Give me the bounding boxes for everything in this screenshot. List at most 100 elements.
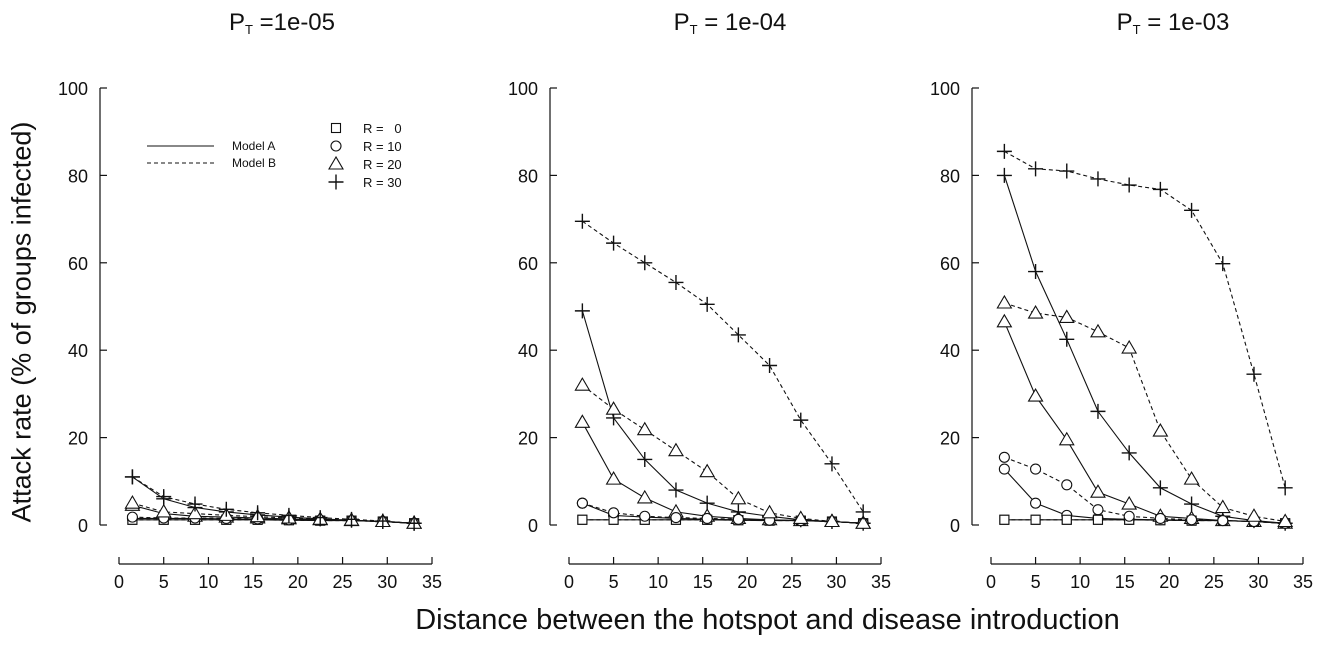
data-point-plus (574, 303, 590, 319)
panel-title-main: P (674, 9, 690, 36)
panel-title-value: =1e-05 (253, 9, 335, 36)
data-point-plus (699, 495, 715, 511)
data-point-plus (1215, 256, 1231, 272)
data-point-triangle (1090, 484, 1106, 498)
panel-title: PT =1e-05 (229, 9, 335, 37)
series-line-model-a-plus (132, 476, 415, 524)
legend-marker-square (330, 122, 342, 134)
data-point-plus (218, 501, 234, 517)
data-point-plus (855, 504, 871, 520)
y-tick-label: 20 (68, 429, 88, 449)
data-point-triangle (1027, 387, 1044, 402)
x-axis-label-container: Distance between the hotspot and disease… (0, 604, 1339, 637)
legend-marker-plus (328, 174, 344, 190)
data-point-circle (1030, 497, 1042, 509)
legend-line-label: Model A (232, 139, 275, 153)
y-tick-label: 20 (940, 429, 960, 449)
x-tick-label: 0 (986, 572, 996, 592)
data-point-circle (126, 511, 138, 523)
data-point-plus (637, 255, 653, 271)
data-point-triangle (1277, 513, 1294, 528)
data-point-plus (312, 510, 328, 526)
legend-marker-triangle (328, 155, 344, 170)
data-point-triangle (668, 442, 684, 457)
series-line-model-b-triangle (1004, 302, 1286, 523)
legend-marker-label: R = 20 (363, 157, 402, 172)
x-tick-label: 20 (1159, 572, 1179, 592)
data-point-plus (1152, 480, 1168, 496)
legend-marker-label: R = 0 (363, 121, 402, 136)
data-point-circle (639, 510, 651, 522)
y-tick-label: 60 (68, 254, 88, 274)
y-tick-label: 40 (68, 341, 88, 361)
series-line-model-b-circle (1004, 456, 1286, 524)
data-point-triangle (124, 495, 141, 509)
legend-marker-circle (330, 140, 342, 152)
data-point-plus (1028, 264, 1044, 280)
series-line-model-a-plus (581, 310, 864, 524)
y-tick-label: 0 (78, 516, 88, 536)
series-line-model-b-square (582, 519, 864, 524)
data-point-plus (1152, 181, 1168, 197)
panel-title: PT = 1e-03 (1117, 9, 1230, 37)
data-point-triangle (187, 505, 203, 520)
data-point-plus (1184, 202, 1200, 218)
series-line-model-b-triangle (132, 502, 415, 524)
x-tick-label: 35 (422, 572, 442, 592)
data-point-plus (699, 296, 715, 312)
y-axis-label-container: Attack rate (% of groups infected) (2, 0, 42, 645)
data-point-plus (1059, 331, 1075, 347)
series-line-model-b-circle (582, 502, 864, 524)
data-point-triangle (1152, 422, 1169, 437)
data-point-triangle (636, 421, 653, 436)
panel-title-value: = 1e-03 (1141, 9, 1230, 36)
x-tick-label: 5 (1031, 572, 1041, 592)
y-tick-label: 20 (518, 429, 538, 449)
data-point-circle (1186, 514, 1198, 526)
data-point-plus (1184, 496, 1200, 512)
data-point-circle (732, 513, 744, 525)
data-point-circle (1123, 510, 1135, 522)
data-point-square (577, 514, 588, 525)
data-point-triangle (1058, 309, 1075, 323)
x-tick-label: 20 (737, 572, 757, 592)
data-point-square (999, 514, 1010, 525)
x-tick-label: 25 (1204, 572, 1224, 592)
data-point-triangle (155, 503, 172, 518)
y-tick-label: 0 (528, 516, 538, 536)
data-point-plus (281, 507, 297, 523)
x-tick-label: 15 (243, 572, 263, 592)
x-tick-label: 15 (1115, 572, 1135, 592)
data-point-triangle (730, 490, 747, 505)
data-point-plus (637, 451, 653, 467)
data-point-triangle (1246, 508, 1262, 522)
data-point-plus (1277, 480, 1293, 496)
x-tick-label: 0 (114, 572, 124, 592)
y-tick-label: 80 (940, 166, 960, 186)
y-tick-label: 80 (518, 166, 538, 186)
x-tick-label: 25 (333, 572, 353, 592)
data-point-plus (250, 505, 266, 521)
data-point-circle (701, 512, 713, 524)
data-point-triangle (996, 294, 1013, 309)
panel-title: PT = 1e-04 (674, 9, 787, 37)
x-tick-label: 25 (782, 572, 802, 592)
data-point-plus (1246, 366, 1262, 382)
panel-title-subscript: T (245, 22, 253, 37)
data-point-plus (730, 327, 746, 343)
x-tick-label: 35 (1293, 572, 1313, 592)
data-point-triangle (574, 414, 591, 428)
data-point-triangle (605, 471, 622, 485)
series-line-model-a-triangle (581, 422, 864, 524)
series-line-model-a-plus (1003, 175, 1286, 524)
data-point-circle (998, 451, 1010, 463)
x-tick-label: 10 (1070, 572, 1090, 592)
data-point-plus (1090, 403, 1106, 419)
legend-line-label: Model B (232, 156, 276, 170)
data-point-circle (998, 463, 1010, 475)
data-point-triangle (761, 504, 778, 519)
data-point-triangle (1121, 339, 1138, 354)
data-point-plus (344, 511, 360, 527)
x-tick-label: 5 (609, 572, 619, 592)
